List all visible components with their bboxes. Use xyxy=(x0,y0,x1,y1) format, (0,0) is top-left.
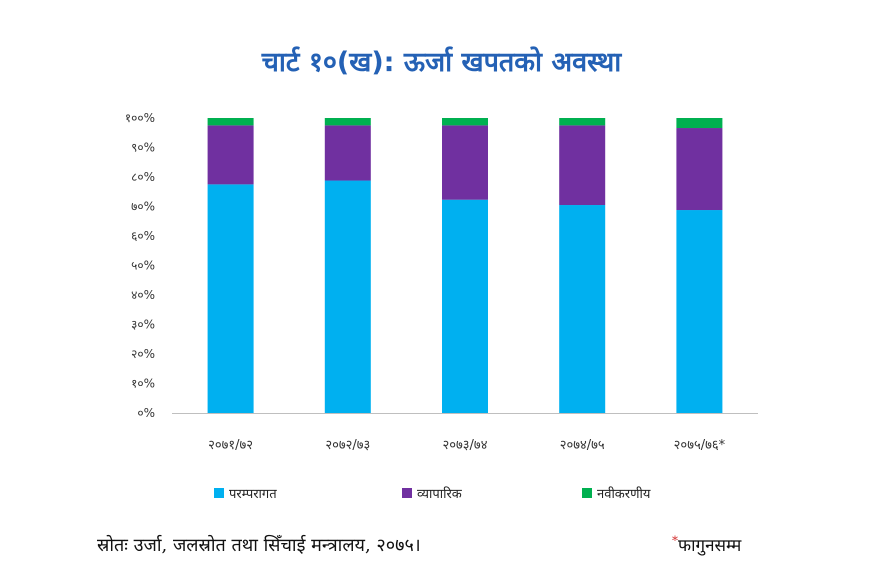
legend-swatch-traditional xyxy=(214,488,224,498)
bar-segment-renewable xyxy=(442,118,488,126)
source-note: स्रोतः उर्जा, जलस्रोत तथा सिँचाई मन्त्रा… xyxy=(97,535,421,556)
y-axis-ticks: ०% १०% २०% ३०% ४०% ५०% ६०% ७०% ८०% ९०% १००% xyxy=(125,111,155,420)
legend-label-commercial: व्यापारिक xyxy=(417,487,462,502)
bar-segment-commercial xyxy=(676,128,723,211)
bar-segment-commercial xyxy=(442,125,488,200)
bar-segment-renewable xyxy=(324,118,371,126)
y-tick-label: ६०% xyxy=(131,229,155,243)
y-tick-label: ४०% xyxy=(131,288,155,302)
x-axis-labels: २०७१/७२ २०७२/७३ २०७३/७४ २०७४/७५ २०७५/७६* xyxy=(208,438,725,453)
legend-item-renewable: नवीकरणीय xyxy=(582,484,650,502)
x-tick-label: २०७२/७३ xyxy=(325,438,370,453)
footnote-marker: * xyxy=(672,533,678,548)
legend-label-traditional: परम्परागत xyxy=(229,487,277,502)
bars xyxy=(207,118,723,413)
y-tick-label: ९०% xyxy=(131,141,155,155)
bar-segment-traditional xyxy=(559,205,606,413)
y-tick-label: २०% xyxy=(131,347,155,361)
x-tick-label: २०७५/७६* xyxy=(674,438,726,453)
y-tick-label: ७०% xyxy=(131,200,155,214)
legend: परम्परागत व्यापारिक नवीकरणीय xyxy=(0,484,883,508)
y-tick-label: १००% xyxy=(125,111,155,125)
legend-label-renewable: नवीकरणीय xyxy=(597,487,651,502)
bar-segment-commercial xyxy=(324,125,371,181)
x-tick-label: २०७१/७२ xyxy=(208,438,253,453)
bar-segment-traditional xyxy=(207,184,254,413)
legend-swatch-renewable xyxy=(582,488,592,498)
stacked-bar-chart: ०% १०% २०% ३०% ४०% ५०% ६०% ७०% ८०% ९०% १००% २०७१/७… xyxy=(125,111,758,453)
bar-segment-commercial xyxy=(207,125,254,185)
bar-segment-commercial xyxy=(559,125,606,206)
footnote-text: फागुनसम्म xyxy=(678,536,742,556)
legend-swatch-commercial xyxy=(402,488,412,498)
bar-segment-renewable xyxy=(559,118,606,126)
legend-item-traditional: परम्परागत xyxy=(214,484,277,502)
bar-segment-traditional xyxy=(324,180,371,413)
bar-segment-renewable xyxy=(676,118,723,129)
y-tick-label: ३०% xyxy=(131,318,155,332)
x-tick-label: २०७४/७५ xyxy=(560,438,605,453)
bar-segment-traditional xyxy=(442,199,488,413)
chart-title: चार्ट १०(ख): ऊर्जा खपतको अवस्था xyxy=(261,47,622,78)
legend-item-commercial: व्यापारिक xyxy=(402,484,462,502)
y-tick-label: ०% xyxy=(137,406,155,420)
footnote: *फागुनसम्म xyxy=(672,533,741,556)
x-tick-label: २०७३/७४ xyxy=(443,438,488,453)
bar-segment-renewable xyxy=(207,118,254,126)
bar-segment-traditional xyxy=(676,210,723,413)
y-tick-label: १०% xyxy=(131,377,155,391)
y-tick-label: ५०% xyxy=(131,259,155,273)
y-tick-label: ८०% xyxy=(131,170,155,184)
